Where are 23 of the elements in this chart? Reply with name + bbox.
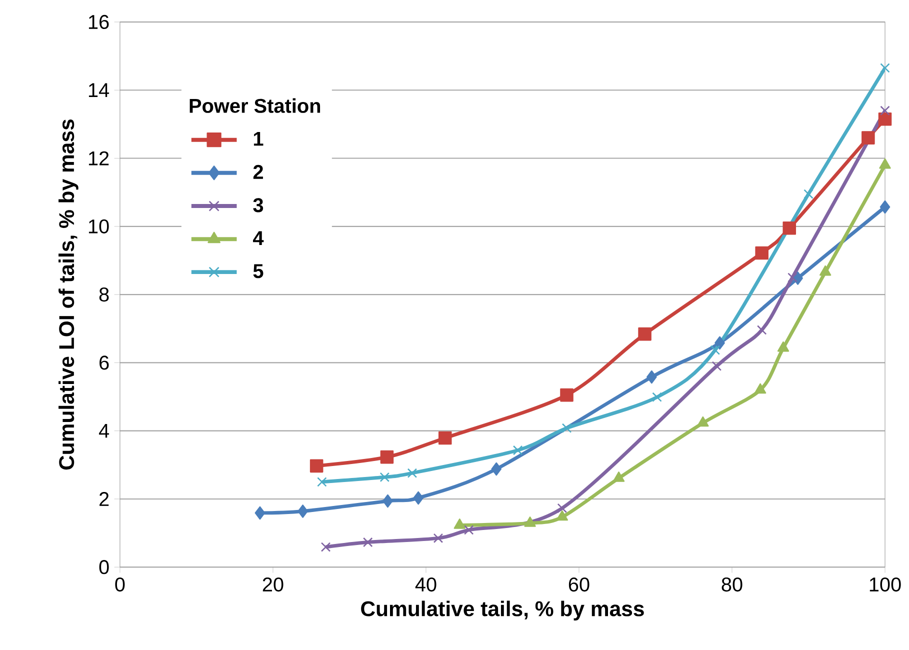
y-tick-label: 12 [88,151,109,166]
legend-label: 2 [253,165,263,179]
y-tick-label: 10 [88,219,109,234]
y-tick-label: 4 [98,424,110,438]
y-tick-label: 0 [99,560,109,574]
y-tick-label: 14 [88,83,110,98]
x-tick-label: 0 [115,578,125,592]
x-tick-label: 40 [415,578,436,592]
y-tick-label: 8 [99,288,109,302]
x-tick-label: 80 [722,578,742,592]
legend-title: Power Station [190,98,320,114]
y-axis-title: Cumulative LOI of tails, % by mass [58,120,78,470]
y-tick-label: 6 [100,356,109,370]
x-axis-title: Cumulative tails, % by mass [361,600,644,621]
legend-label: 3 [253,198,264,212]
y-tick-label: 2 [100,492,109,506]
legend-label: 4 [253,231,264,246]
x-tick-label: 20 [262,578,284,592]
y-tick-label: 16 [88,15,109,30]
legend-label: 1 [254,132,264,146]
x-tick-label: 100 [870,578,901,592]
legend-label: 5 [253,264,264,278]
x-tick-label: 60 [568,578,590,592]
